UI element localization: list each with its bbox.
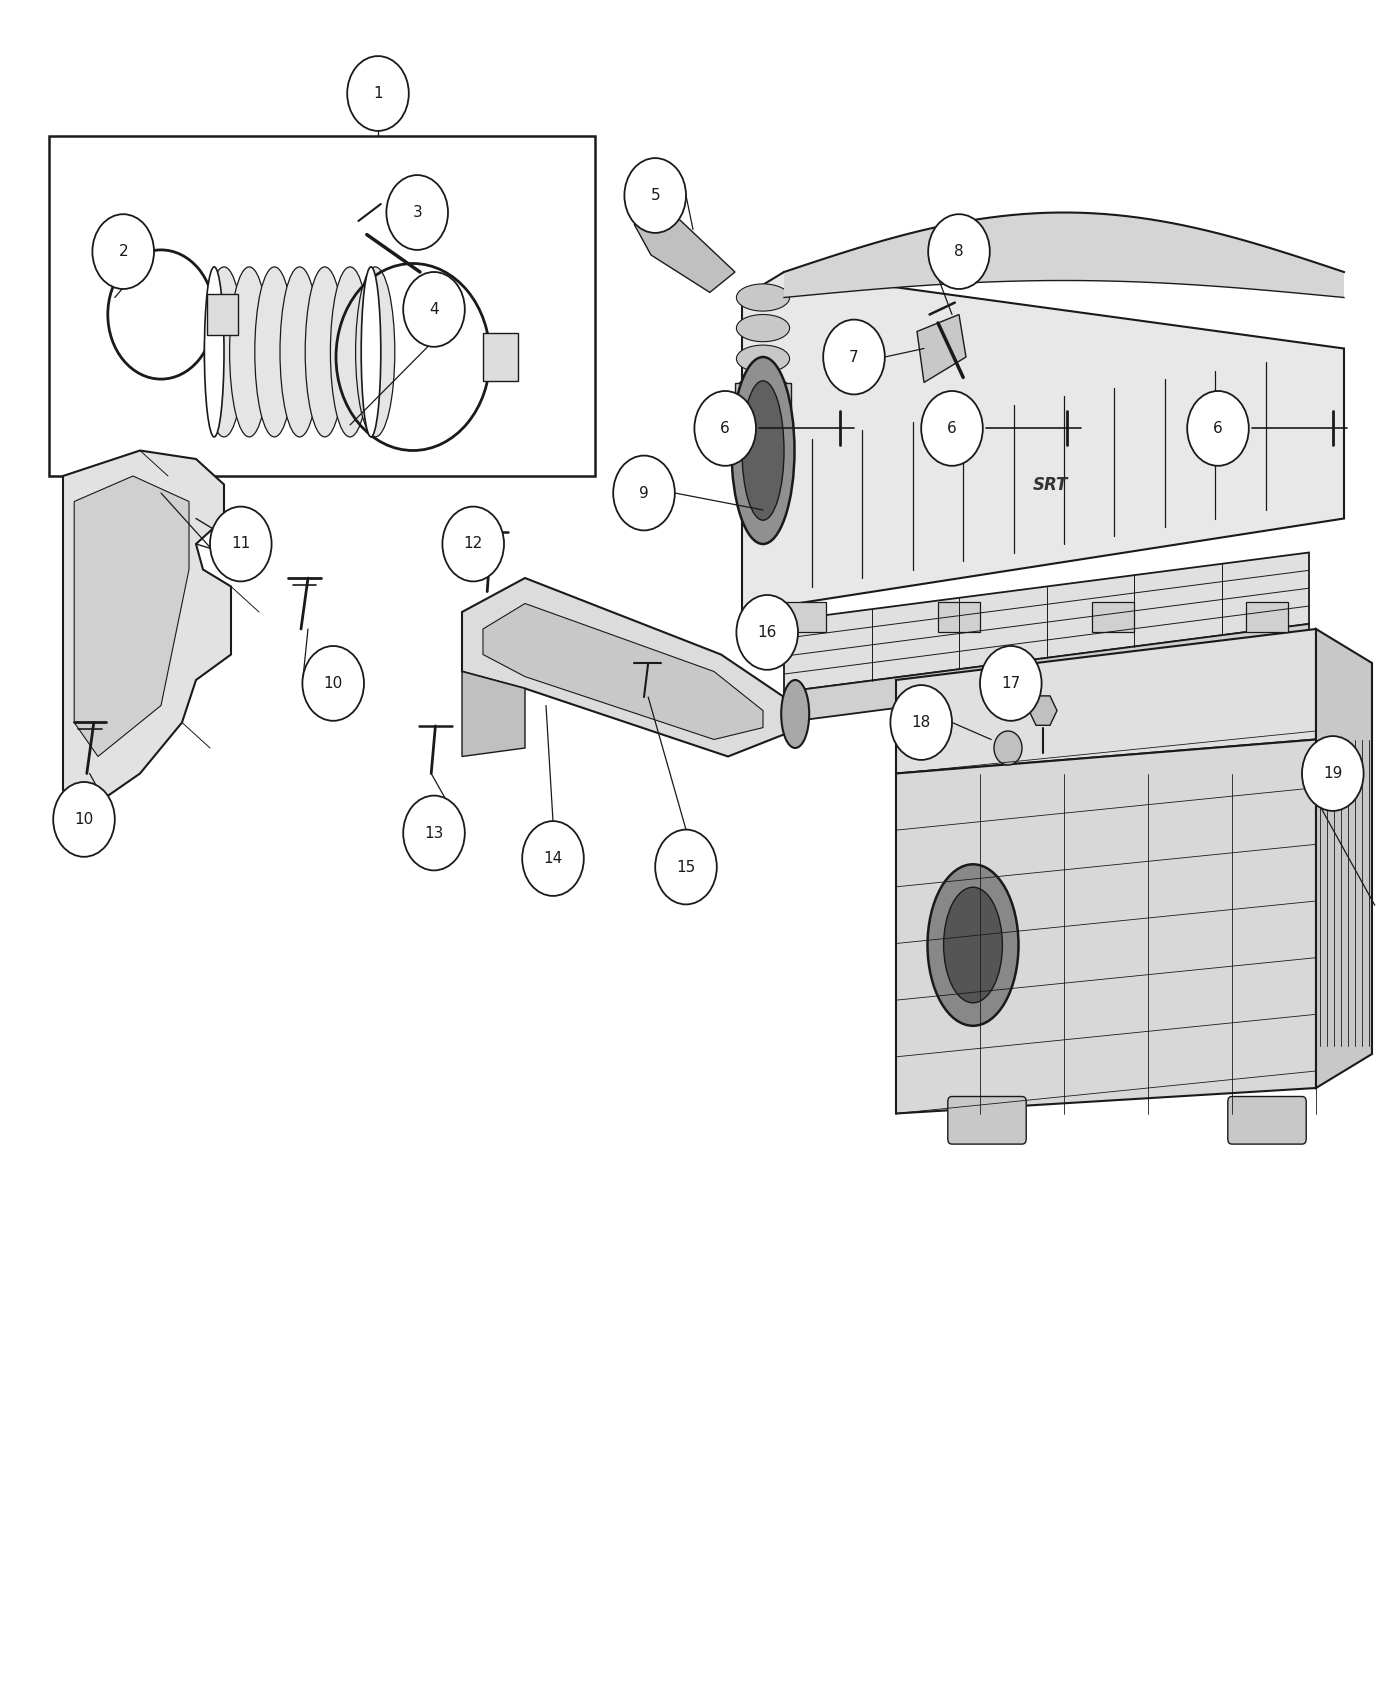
Circle shape bbox=[823, 320, 885, 394]
Ellipse shape bbox=[361, 267, 381, 437]
Text: SRT: SRT bbox=[1032, 476, 1068, 493]
Polygon shape bbox=[896, 629, 1316, 774]
Bar bbox=[207, 294, 238, 335]
Circle shape bbox=[442, 507, 504, 581]
Ellipse shape bbox=[736, 284, 790, 311]
Bar bbox=[483, 333, 518, 381]
Polygon shape bbox=[784, 624, 1309, 722]
Ellipse shape bbox=[204, 267, 224, 437]
Ellipse shape bbox=[735, 396, 791, 427]
Circle shape bbox=[1302, 736, 1364, 811]
Text: 14: 14 bbox=[543, 852, 563, 865]
Circle shape bbox=[1187, 391, 1249, 466]
Circle shape bbox=[613, 456, 675, 530]
Circle shape bbox=[53, 782, 115, 857]
Ellipse shape bbox=[927, 864, 1019, 1025]
Circle shape bbox=[694, 391, 756, 466]
Ellipse shape bbox=[305, 267, 344, 437]
Text: 12: 12 bbox=[463, 537, 483, 551]
Circle shape bbox=[210, 507, 272, 581]
Ellipse shape bbox=[731, 357, 795, 544]
Polygon shape bbox=[917, 314, 966, 382]
Ellipse shape bbox=[356, 267, 395, 437]
Text: 11: 11 bbox=[231, 537, 251, 551]
Ellipse shape bbox=[736, 345, 790, 372]
Polygon shape bbox=[63, 450, 231, 808]
Polygon shape bbox=[1029, 695, 1057, 726]
Ellipse shape bbox=[736, 314, 790, 342]
Text: 7: 7 bbox=[850, 350, 858, 364]
Polygon shape bbox=[742, 272, 1344, 612]
Polygon shape bbox=[483, 604, 763, 740]
Polygon shape bbox=[462, 578, 784, 756]
Polygon shape bbox=[74, 476, 189, 756]
Circle shape bbox=[386, 175, 448, 250]
Bar bbox=[735, 382, 791, 408]
Text: 6: 6 bbox=[1214, 422, 1222, 435]
Circle shape bbox=[736, 595, 798, 670]
Text: 15: 15 bbox=[676, 860, 696, 874]
Text: 17: 17 bbox=[1001, 677, 1021, 690]
Ellipse shape bbox=[330, 267, 370, 437]
Bar bbox=[938, 602, 980, 632]
Ellipse shape bbox=[255, 267, 294, 437]
Ellipse shape bbox=[230, 267, 269, 437]
Circle shape bbox=[302, 646, 364, 721]
Ellipse shape bbox=[944, 887, 1002, 1003]
Text: 10: 10 bbox=[323, 677, 343, 690]
Text: 5: 5 bbox=[651, 189, 659, 202]
Text: 10: 10 bbox=[74, 813, 94, 826]
Polygon shape bbox=[1316, 629, 1372, 1088]
Bar bbox=[1246, 602, 1288, 632]
Ellipse shape bbox=[736, 376, 790, 403]
Polygon shape bbox=[784, 552, 1309, 692]
Circle shape bbox=[624, 158, 686, 233]
Circle shape bbox=[347, 56, 409, 131]
Text: 6: 6 bbox=[948, 422, 956, 435]
Circle shape bbox=[92, 214, 154, 289]
FancyBboxPatch shape bbox=[1228, 1096, 1306, 1144]
Circle shape bbox=[655, 830, 717, 904]
Ellipse shape bbox=[280, 267, 319, 437]
Text: 4: 4 bbox=[430, 303, 438, 316]
Bar bbox=[1092, 602, 1134, 632]
Circle shape bbox=[522, 821, 584, 896]
Text: 19: 19 bbox=[1323, 767, 1343, 780]
Polygon shape bbox=[462, 672, 525, 756]
Polygon shape bbox=[896, 740, 1316, 1114]
Circle shape bbox=[980, 646, 1042, 721]
Text: 13: 13 bbox=[424, 826, 444, 840]
Ellipse shape bbox=[742, 381, 784, 520]
Circle shape bbox=[403, 272, 465, 347]
Text: 2: 2 bbox=[119, 245, 127, 258]
Circle shape bbox=[994, 731, 1022, 765]
Circle shape bbox=[928, 214, 990, 289]
Ellipse shape bbox=[781, 680, 809, 748]
Text: 6: 6 bbox=[721, 422, 729, 435]
Text: 9: 9 bbox=[640, 486, 648, 500]
Bar bbox=[49, 136, 595, 476]
FancyBboxPatch shape bbox=[948, 1096, 1026, 1144]
Polygon shape bbox=[634, 212, 735, 292]
Text: 3: 3 bbox=[413, 206, 421, 219]
Circle shape bbox=[921, 391, 983, 466]
Circle shape bbox=[890, 685, 952, 760]
Ellipse shape bbox=[204, 267, 244, 437]
Bar bbox=[784, 602, 826, 632]
Text: 1: 1 bbox=[374, 87, 382, 100]
Text: 18: 18 bbox=[911, 716, 931, 729]
Text: 8: 8 bbox=[955, 245, 963, 258]
Circle shape bbox=[403, 796, 465, 870]
Text: 16: 16 bbox=[757, 626, 777, 639]
